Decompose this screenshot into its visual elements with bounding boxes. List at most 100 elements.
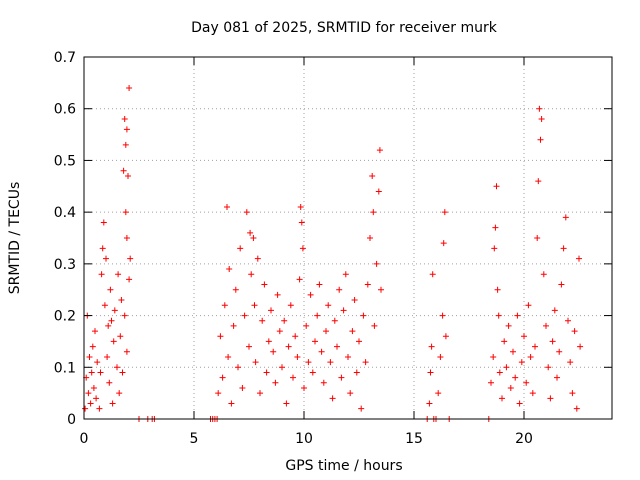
data-point	[93, 395, 100, 402]
data-point	[217, 333, 224, 340]
data-point	[243, 209, 250, 216]
x-tick-label: 15	[405, 431, 423, 447]
data-point	[492, 224, 499, 231]
data-point	[299, 245, 306, 252]
data-point	[303, 322, 310, 329]
data-point	[327, 359, 334, 366]
data-point	[349, 328, 356, 335]
data-point	[345, 353, 351, 360]
data-point	[272, 379, 279, 386]
data-point	[325, 302, 332, 309]
data-point	[225, 353, 232, 360]
data-point	[281, 317, 288, 324]
x-tick-label: 10	[295, 431, 313, 447]
data-point	[268, 307, 274, 314]
data-point	[121, 116, 128, 123]
data-point	[101, 302, 108, 309]
data-point	[235, 364, 241, 371]
data-point	[110, 338, 117, 345]
data-point	[123, 235, 130, 241]
data-point	[527, 353, 534, 360]
data-point	[371, 322, 378, 329]
data-point	[503, 364, 510, 371]
data-point	[342, 271, 349, 278]
data-point	[109, 400, 116, 407]
grid-lines	[84, 57, 612, 419]
data-point	[514, 312, 521, 319]
data-point	[279, 364, 285, 371]
data-point	[230, 322, 237, 329]
data-point	[246, 343, 252, 350]
data-point	[261, 281, 268, 288]
data-point	[118, 297, 125, 304]
x-axis-label: GPS time / hours	[285, 458, 402, 474]
data-point	[329, 395, 336, 402]
data-point	[108, 317, 115, 324]
data-point	[576, 255, 582, 262]
data-point	[107, 286, 114, 293]
data-point	[117, 333, 124, 340]
data-point	[373, 260, 380, 267]
data-point	[103, 255, 109, 262]
data-point	[86, 353, 93, 360]
data-point	[85, 390, 92, 397]
data-point	[120, 167, 127, 174]
data-point	[556, 348, 563, 355]
data-point	[521, 333, 527, 340]
data-point	[551, 307, 558, 314]
plot-frame	[83, 56, 613, 420]
data-point	[370, 209, 377, 216]
data-point	[97, 369, 104, 376]
data-point	[565, 317, 571, 324]
data-point	[442, 333, 449, 340]
data-point	[252, 359, 259, 366]
data-point	[215, 390, 222, 397]
data-point	[491, 245, 498, 252]
data-point	[505, 322, 512, 329]
data-point	[125, 172, 131, 179]
data-point	[96, 405, 103, 412]
data-point	[571, 328, 578, 335]
data-point	[428, 343, 435, 350]
data-point	[263, 369, 270, 376]
data-point	[283, 400, 290, 407]
data-point	[437, 353, 444, 360]
data-point	[495, 312, 502, 319]
data-point	[512, 374, 519, 381]
data-point	[523, 379, 530, 386]
data-point	[499, 395, 505, 402]
data-point	[427, 369, 434, 376]
data-point	[111, 307, 118, 314]
data-point	[296, 276, 303, 283]
data-point	[367, 235, 373, 241]
y-tick-label: 0.2	[54, 309, 76, 325]
data-point	[259, 317, 266, 324]
data-point	[309, 369, 316, 376]
y-tick-label: 0.3	[54, 257, 76, 273]
data-point	[378, 286, 384, 293]
data-point	[122, 141, 129, 148]
data-point	[232, 286, 239, 293]
data-point	[87, 400, 94, 407]
data-point	[537, 136, 544, 143]
data-point	[426, 400, 433, 407]
data-point	[493, 183, 500, 190]
data-point	[99, 245, 106, 252]
data-point	[251, 302, 258, 309]
data-point	[338, 374, 345, 381]
data-point	[116, 390, 123, 397]
data-point	[254, 255, 261, 262]
data-point	[573, 405, 580, 412]
data-point	[98, 271, 105, 278]
data-point	[540, 271, 547, 278]
data-point	[529, 390, 536, 397]
data-point	[94, 359, 101, 366]
data-point	[494, 286, 501, 293]
data-point	[314, 312, 321, 319]
axis-ticks: 0 0.1 0.2 0.3 0.4 0.5 0.6 0.7 0 5 10 15 20	[54, 50, 612, 447]
y-axis-label: SRMTID / TECUs	[7, 182, 23, 295]
data-point	[126, 276, 133, 283]
data-point	[228, 400, 235, 407]
data-point	[496, 369, 503, 376]
data-point	[298, 219, 305, 226]
